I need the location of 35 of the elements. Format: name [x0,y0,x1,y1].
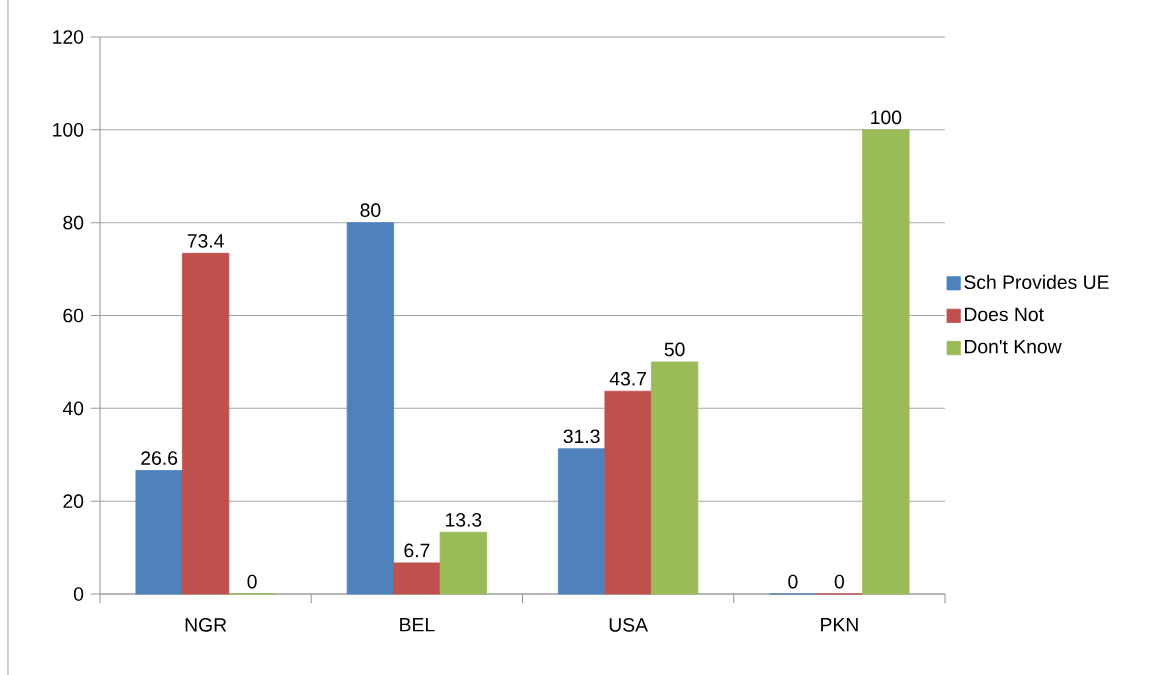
bar [439,531,487,595]
bar [346,222,395,595]
data-label: 6.7 [404,543,430,558]
data-label: 43.7 [609,371,646,386]
legend-label: Sch Provides UE [964,274,1109,290]
data-label: 31.3 [563,429,600,444]
data-label: 73.4 [187,234,224,248]
bar [558,448,606,595]
legend-label: Does Not [965,307,1044,322]
bar [135,470,183,595]
bar [393,562,441,595]
y-tick-label: 100 [53,122,84,137]
x-tick-label: NGR [185,618,227,632]
y-tick-label: 60 [63,308,84,323]
data-label: 26.6 [141,451,178,465]
data-label: 100 [871,110,902,125]
y-tick-label: 120 [53,30,84,44]
x-tick-label: USA [609,618,648,632]
data-label: 0 [788,574,798,589]
data-label: 80 [360,203,381,218]
y-tick-label: 20 [63,494,84,509]
data-label: 13.3 [446,512,482,527]
legend-label: Don't Know [965,339,1062,354]
bar [650,361,699,595]
y-tick-label: 80 [63,215,84,230]
y-tick-label: 0 [73,587,84,601]
data-label: 50 [664,342,685,357]
x-tick-label: PKN [821,618,858,632]
bar [604,390,652,595]
bar [181,252,230,595]
bar [862,129,910,595]
data-label: 0 [834,574,844,589]
y-tick-label: 40 [62,401,84,416]
x-tick-label: BEL [400,618,435,632]
data-label: 0 [247,574,257,589]
